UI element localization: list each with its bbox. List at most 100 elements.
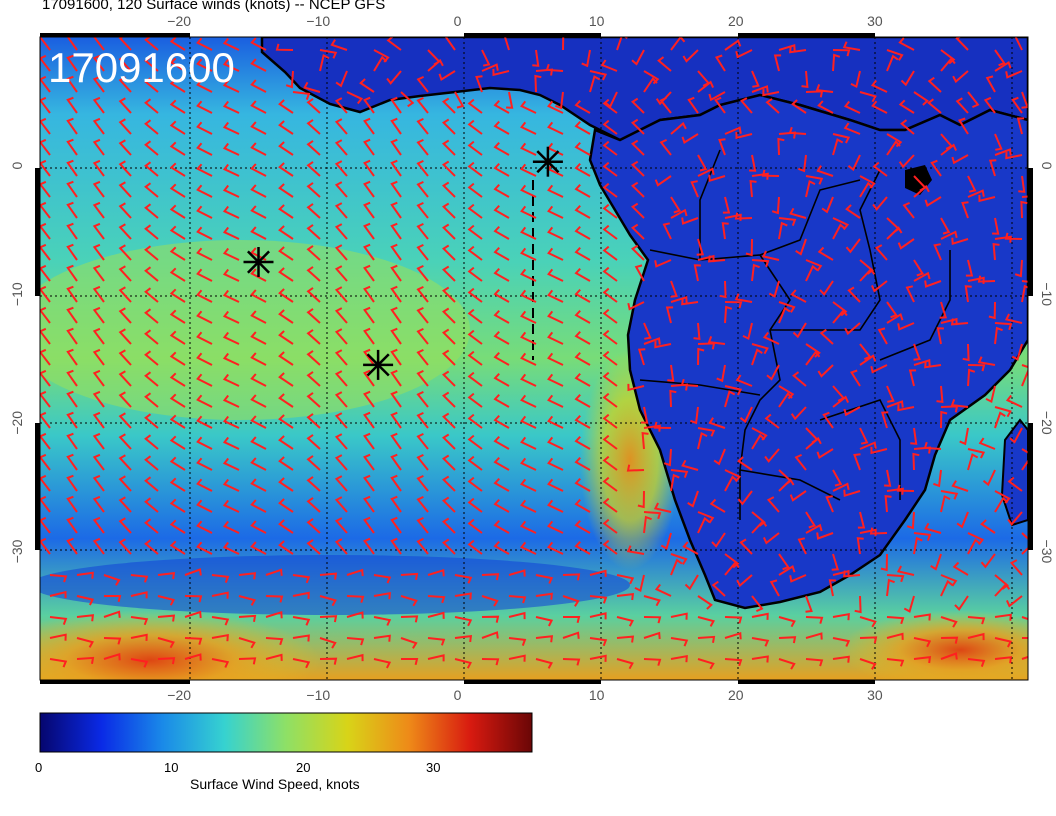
wind-barb xyxy=(670,553,688,565)
wind-barb xyxy=(144,98,159,114)
wind-barb xyxy=(334,538,348,555)
wind-barb xyxy=(562,631,580,639)
wind-barb xyxy=(965,259,974,277)
wind-barb xyxy=(503,37,510,51)
markers xyxy=(243,146,563,380)
wind-barb xyxy=(545,63,564,72)
wind-barb xyxy=(870,280,888,293)
wind-barb xyxy=(641,431,649,450)
wind-barb xyxy=(600,59,618,72)
wind-barb xyxy=(520,499,537,513)
wind-barb xyxy=(913,358,931,367)
wind-barb xyxy=(547,541,564,555)
wind-barb xyxy=(602,413,618,429)
wind-barb xyxy=(992,217,1000,235)
wind-barb xyxy=(196,352,213,366)
wind-barb xyxy=(778,564,796,576)
wind-barb xyxy=(766,364,780,381)
wind-barb xyxy=(169,477,186,492)
wind-barb xyxy=(886,578,895,597)
wind-barb xyxy=(196,142,213,156)
wind-barb xyxy=(520,226,537,240)
wind-barb xyxy=(1021,364,1028,369)
wind-barb xyxy=(659,96,672,114)
wind-barb xyxy=(493,163,510,177)
wind-barb xyxy=(805,616,824,624)
wind-barb xyxy=(681,133,699,145)
wind-barb xyxy=(493,331,510,345)
wind-barb xyxy=(334,97,348,114)
wind-barb xyxy=(169,540,186,555)
wind-barb xyxy=(442,496,456,513)
country-borders xyxy=(639,149,951,520)
wind-barb xyxy=(493,268,510,282)
wind-barb xyxy=(442,433,456,450)
wind-barb xyxy=(589,569,607,577)
wind-barb xyxy=(222,100,240,114)
wind-barb xyxy=(306,245,321,261)
wind-barb xyxy=(390,285,402,303)
wind-barb xyxy=(427,611,445,619)
wind-barb xyxy=(574,436,591,450)
wind-barb xyxy=(562,595,580,607)
wind-barb xyxy=(870,79,888,93)
wind-barb xyxy=(843,406,861,417)
wind-barb xyxy=(222,289,240,303)
wind-barb xyxy=(130,633,148,641)
wind-barb xyxy=(250,373,267,387)
wind-barb xyxy=(373,574,392,584)
wind-barb xyxy=(954,595,969,611)
wind-barb xyxy=(467,287,483,303)
wind-barb xyxy=(574,226,591,240)
wind-barb xyxy=(940,616,958,628)
wind-barb xyxy=(653,502,672,513)
wind-barb xyxy=(438,70,456,82)
wind-barb xyxy=(778,478,795,492)
wind-barb xyxy=(1014,37,1023,51)
wind-barb xyxy=(535,658,553,669)
wind-barb xyxy=(144,245,159,261)
wind-barb xyxy=(805,179,816,198)
wind-barb xyxy=(547,457,564,471)
lat-label-left: −20 xyxy=(9,411,25,435)
wind-barb xyxy=(278,267,294,282)
wind-barb xyxy=(1005,70,1023,79)
wind-barb xyxy=(130,658,149,668)
wind-barb xyxy=(306,140,321,156)
wind-barb xyxy=(832,655,850,663)
wind-barb xyxy=(118,76,132,93)
wind-barb xyxy=(769,579,780,597)
wind-barb xyxy=(250,163,267,177)
wind-barb xyxy=(563,616,581,624)
wind-barb xyxy=(306,266,321,282)
wind-barb xyxy=(390,390,402,408)
wind-barb xyxy=(442,391,456,408)
wind-barb xyxy=(493,289,510,303)
wind-barb xyxy=(265,610,283,619)
wind-barb xyxy=(602,497,618,513)
wind-barb xyxy=(994,148,1012,156)
wind-barb xyxy=(169,99,186,114)
wind-barb xyxy=(903,595,915,613)
lon-label-bottom: 0 xyxy=(454,687,462,703)
wind-barb xyxy=(222,394,240,408)
wind-barb xyxy=(520,247,537,261)
wind-barb xyxy=(196,310,213,324)
wind-barb xyxy=(130,616,149,626)
wind-barb xyxy=(520,436,537,450)
wind-barb xyxy=(363,159,375,177)
wind-barb xyxy=(278,99,294,114)
wind-barb xyxy=(602,371,618,387)
wind-barb xyxy=(1021,284,1028,303)
wind-barb xyxy=(390,222,402,240)
wind-barb xyxy=(994,49,1006,67)
wind-barb xyxy=(222,79,240,93)
lon-labels-bottom: −20 −10 0 10 20 30 xyxy=(167,687,883,703)
wind-barb xyxy=(832,309,848,324)
wind-barb xyxy=(92,348,105,366)
wind-barb xyxy=(157,571,176,580)
wind-barb xyxy=(118,139,132,156)
wind-barb xyxy=(144,77,159,93)
wind-barb xyxy=(964,285,972,303)
wind-barb xyxy=(92,474,105,492)
